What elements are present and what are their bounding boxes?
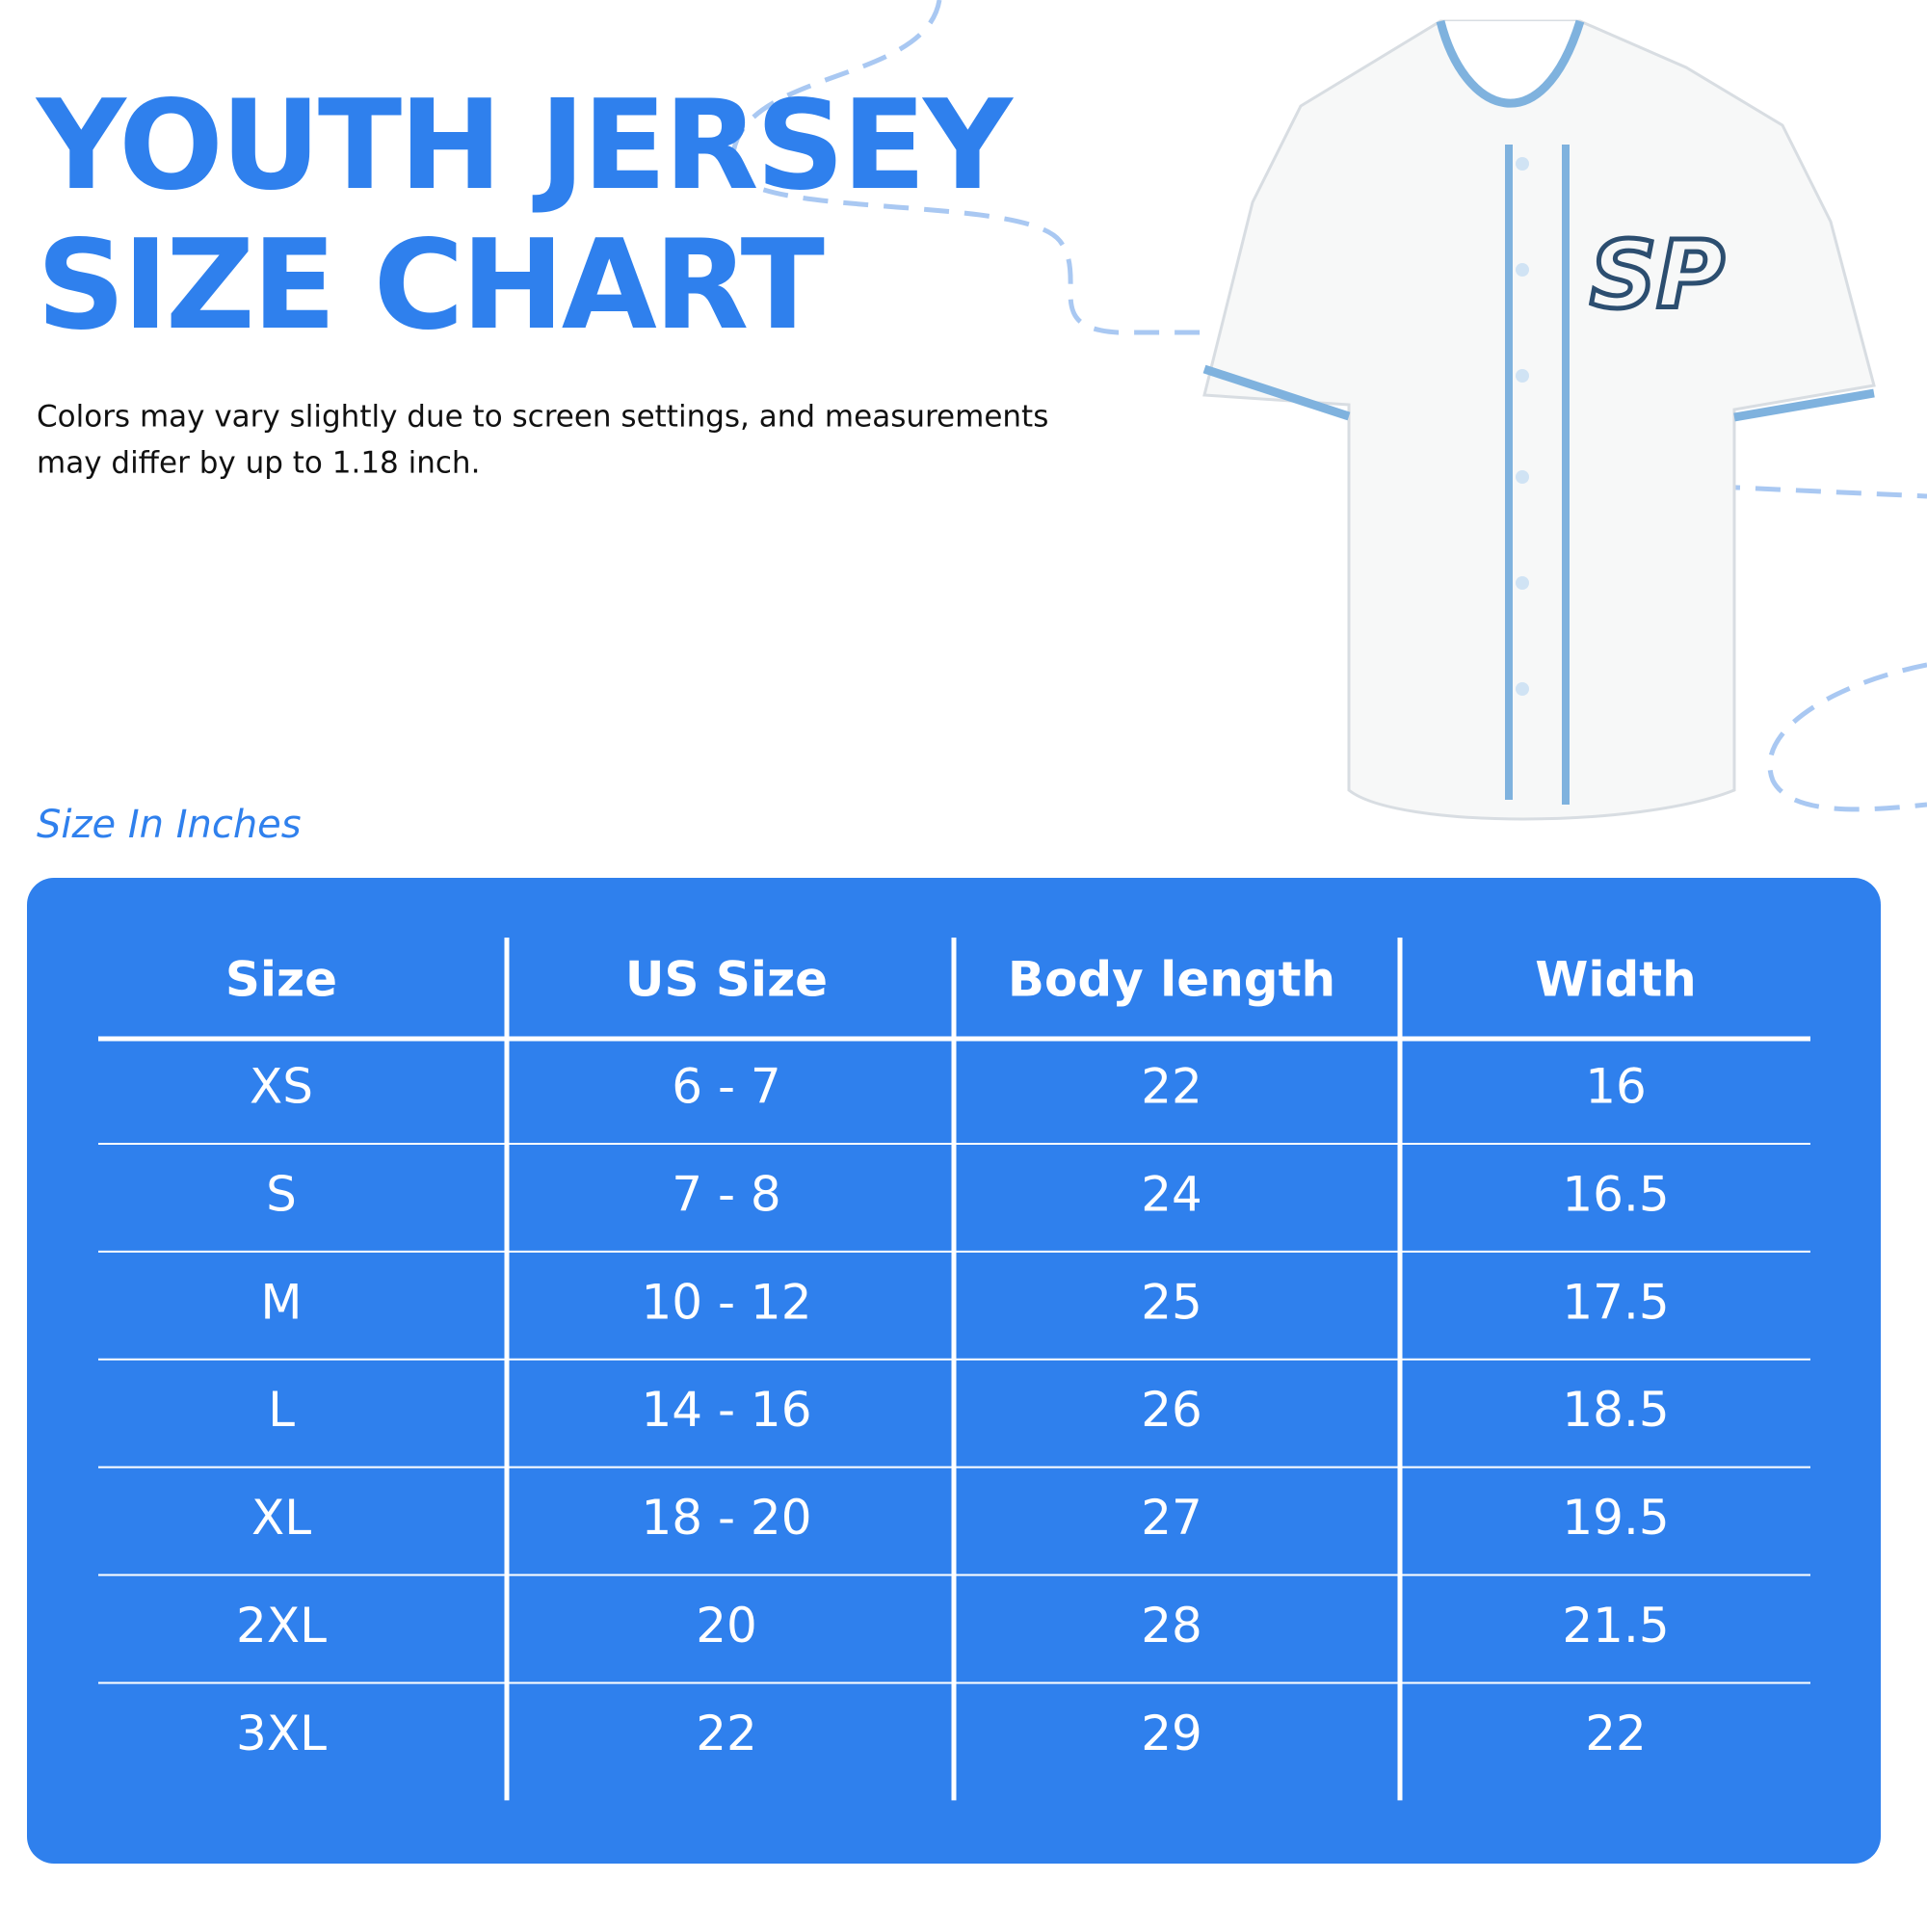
title-line: YOUTH JERSEY [35,74,1014,218]
title-line: SIZE CHART [37,214,825,357]
cell: 10 - 12 [641,1274,811,1330]
cell: 2XL [236,1598,327,1654]
cell: 16.5 [1562,1166,1669,1222]
cell: 20 [696,1598,757,1654]
decoration [729,0,1927,812]
cell: 29 [1141,1706,1202,1761]
cell: 6 - 7 [672,1059,780,1115]
cell: 21.5 [1562,1598,1669,1654]
section-label: Size In Inches [37,803,302,847]
column-header: Size [225,952,337,1008]
cell: 3XL [236,1706,327,1761]
cell: XL [251,1490,311,1546]
cell: 19.5 [1562,1490,1669,1546]
column-header: Width [1535,952,1697,1008]
cell: 25 [1141,1274,1202,1330]
cell: 22 [1141,1059,1202,1115]
note-line: may differ by up to 1.18 inch. [37,446,480,481]
cell: L [268,1382,295,1438]
cell: 7 - 8 [672,1166,780,1222]
table: Size US Size Body length Width XS 6 - 7 22 16 S 7… [98,938,1810,1801]
cell: 28 [1141,1598,1202,1654]
cell: 26 [1141,1382,1202,1438]
cell: XS [250,1059,313,1115]
column-header: Body length [1008,952,1335,1008]
cell: 22 [1585,1706,1647,1761]
cell: 17.5 [1562,1274,1669,1330]
note-line: Colors may vary slightly due to screen s… [37,400,1048,435]
jersey-logo: SP [1590,221,1725,329]
column-header: US Size [625,952,828,1008]
jersey: SP [1202,19,1876,821]
cell: 18.5 [1562,1382,1669,1438]
cell: 18 - 20 [641,1490,811,1546]
buttons [1516,157,1529,696]
cell: 24 [1141,1166,1202,1222]
cell: S [266,1166,297,1222]
cell: 27 [1141,1490,1202,1546]
cell: 14 - 16 [641,1382,811,1438]
cell: 22 [696,1706,757,1761]
cell: 16 [1585,1059,1647,1115]
cell: M [260,1274,302,1330]
